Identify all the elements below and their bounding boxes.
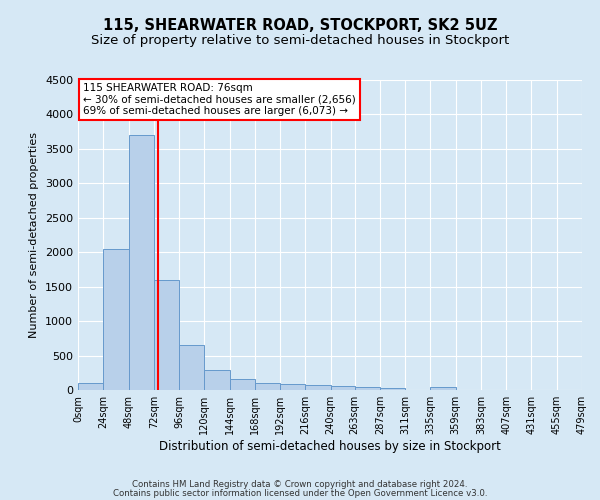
Bar xyxy=(280,384,305,390)
Y-axis label: Number of semi-detached properties: Number of semi-detached properties xyxy=(29,132,40,338)
Bar xyxy=(331,386,355,390)
Bar xyxy=(380,388,405,390)
Text: Contains public sector information licensed under the Open Government Licence v3: Contains public sector information licen… xyxy=(113,488,487,498)
Bar xyxy=(204,370,230,390)
Bar xyxy=(103,249,128,390)
Text: 115, SHEARWATER ROAD, STOCKPORT, SK2 5UZ: 115, SHEARWATER ROAD, STOCKPORT, SK2 5UZ xyxy=(103,18,497,32)
Bar xyxy=(305,385,331,390)
Text: Size of property relative to semi-detached houses in Stockport: Size of property relative to semi-detach… xyxy=(91,34,509,47)
Bar xyxy=(230,380,255,390)
Text: Contains HM Land Registry data © Crown copyright and database right 2024.: Contains HM Land Registry data © Crown c… xyxy=(132,480,468,489)
Bar xyxy=(78,383,103,390)
Bar xyxy=(355,387,380,390)
Bar xyxy=(430,387,456,390)
Bar xyxy=(179,345,204,390)
X-axis label: Distribution of semi-detached houses by size in Stockport: Distribution of semi-detached houses by … xyxy=(159,440,501,453)
Bar xyxy=(128,135,154,390)
Text: 115 SHEARWATER ROAD: 76sqm
← 30% of semi-detached houses are smaller (2,656)
69%: 115 SHEARWATER ROAD: 76sqm ← 30% of semi… xyxy=(83,83,356,116)
Bar xyxy=(255,383,280,390)
Bar xyxy=(154,280,179,390)
